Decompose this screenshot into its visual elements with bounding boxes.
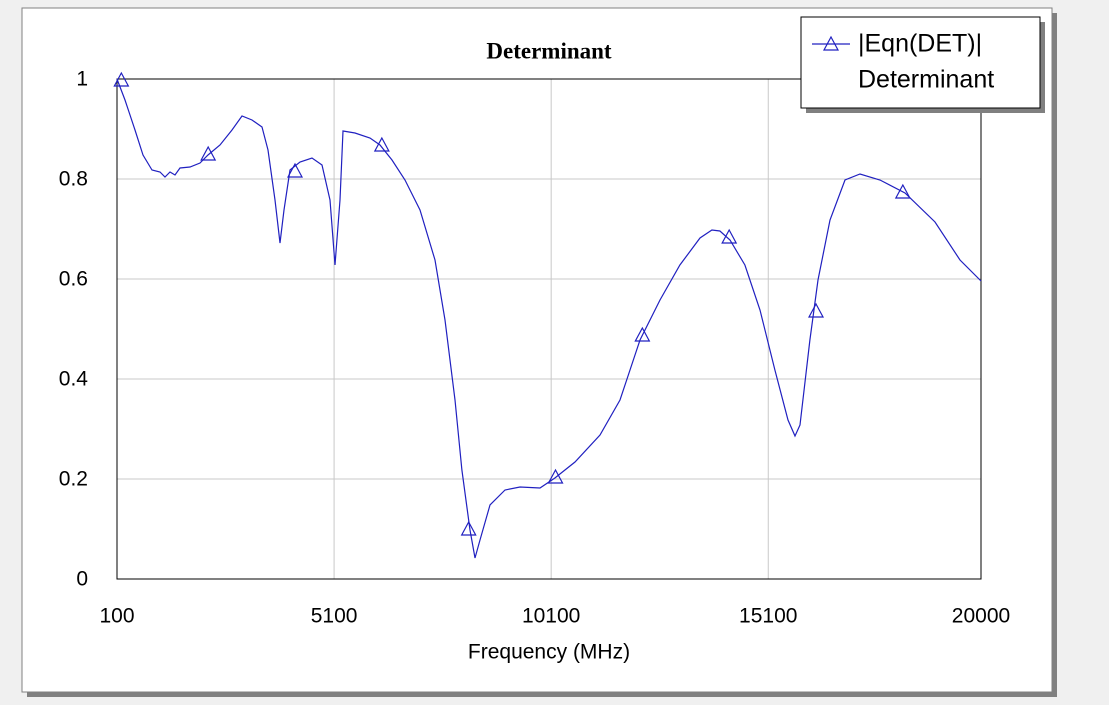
y-tick-label: 0.2: [59, 468, 88, 491]
legend-label: |Eqn(DET)|: [858, 30, 982, 58]
y-tick-label: 1: [76, 68, 88, 91]
marker: [373, 136, 390, 152]
panel: [21, 7, 1053, 693]
y-tick-label: 0: [76, 568, 88, 591]
x-tick-label: 20000: [952, 605, 1010, 628]
x-tick-label: 15100: [739, 605, 797, 628]
x-axis-label: Frequency (MHz): [468, 641, 630, 664]
y-tick-label: 0.6: [59, 268, 88, 291]
legend: [800, 16, 1041, 109]
marker: [634, 326, 651, 342]
y-tick-label: 0.4: [59, 368, 89, 391]
y-tick-label: 0.8: [59, 168, 88, 191]
marker: [460, 520, 477, 536]
chart-title: Determinant: [486, 38, 612, 63]
x-tick-label: 5100: [311, 605, 358, 628]
marker: [287, 162, 304, 178]
plot-frame: [116, 78, 982, 580]
marker: [200, 145, 217, 161]
marker: [547, 468, 564, 484]
marker: [721, 228, 738, 244]
x-tick-label: 100: [99, 605, 134, 628]
legend-source: Determinant: [858, 66, 994, 94]
x-tick-label: 10100: [522, 605, 580, 628]
marker: [894, 183, 911, 199]
marker: [113, 71, 130, 87]
legend-marker: [822, 35, 840, 51]
series-line: [116, 78, 982, 559]
marker: [808, 302, 825, 318]
